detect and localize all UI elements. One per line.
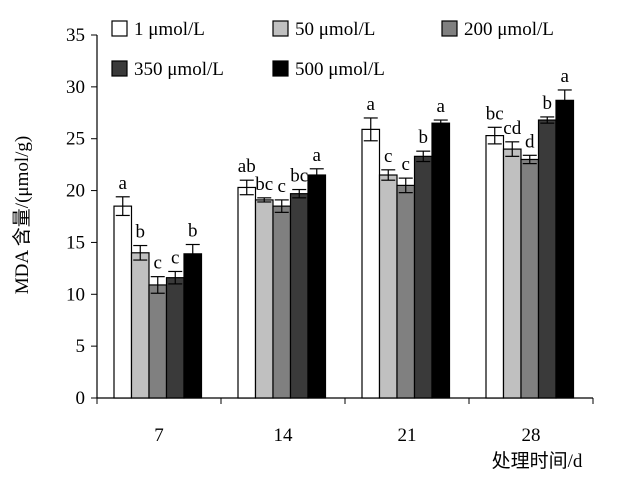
axes: 0 5 10 15 20 25 30 35 7 14 21 28: [66, 25, 594, 446]
y-tick-label: 20: [66, 181, 85, 202]
significance-label: d: [525, 131, 535, 152]
y-tick-label: 5: [76, 336, 86, 357]
legend-swatch: [272, 60, 289, 77]
significance-label: c: [402, 154, 410, 175]
y-tick-label: 30: [66, 77, 85, 98]
bar: [431, 122, 451, 399]
bar: [237, 186, 257, 399]
x-tick-label: 7: [154, 425, 164, 446]
significance-label: a: [119, 173, 128, 194]
bar: [272, 205, 292, 399]
legend-swatch: [272, 20, 289, 37]
significance-label: a: [561, 66, 570, 87]
significance-label: b: [543, 93, 553, 114]
legend: 1 μmol/L 50 μmol/L 200 μmol/L 350 μmol/L 500…: [111, 19, 554, 80]
significance-label: c: [278, 176, 286, 197]
x-tick-label: 28: [522, 425, 541, 446]
bar: [165, 277, 185, 399]
legend-label: 50 μmol/L: [295, 19, 375, 40]
legend-label: 350 μmol/L: [134, 59, 224, 80]
x-tick-label: 21: [398, 425, 417, 446]
bar: [113, 205, 133, 399]
y-tick-label: 35: [66, 25, 85, 46]
bar: [361, 128, 381, 399]
legend-swatch: [441, 20, 458, 37]
y-tick-label: 0: [76, 388, 86, 409]
legend-swatch: [111, 60, 128, 77]
bar: [183, 253, 203, 399]
significance-label: c: [171, 247, 179, 268]
significance-label: a: [313, 145, 322, 166]
significance-label: bc: [486, 103, 504, 124]
bar: [396, 184, 416, 399]
bar: [485, 135, 505, 399]
y-tick-label: 15: [66, 232, 85, 253]
legend-swatch: [111, 20, 128, 37]
significance-label: bc: [255, 174, 273, 195]
y-axis-title: MDA 含量/(μmol/g): [11, 136, 33, 295]
bar: [520, 158, 540, 399]
significance-label: b: [136, 222, 146, 243]
x-tick-label: 14: [274, 425, 294, 446]
y-tick-label: 25: [66, 129, 85, 150]
legend-label: 500 μmol/L: [295, 59, 385, 80]
legend-label: 1 μmol/L: [134, 19, 205, 40]
bar: [413, 155, 433, 399]
bar: [289, 193, 309, 399]
significance-label: a: [367, 94, 376, 115]
significance-label: b: [188, 221, 198, 242]
bar: [148, 284, 168, 399]
bar: [378, 174, 398, 399]
significance-label: ab: [238, 156, 256, 177]
bar: [555, 99, 575, 399]
y-tick-label: 10: [66, 284, 85, 305]
bar: [307, 174, 327, 399]
legend-label: 200 μmol/L: [464, 19, 554, 40]
significance-label: a: [437, 96, 446, 117]
significance-label: c: [384, 146, 392, 167]
bar: [254, 199, 274, 399]
bar: [502, 148, 522, 399]
bar: [130, 252, 150, 399]
significance-label: b: [419, 127, 429, 148]
bar: [537, 119, 557, 399]
significance-label: bc: [290, 166, 308, 187]
significance-label: c: [154, 253, 162, 274]
significance-label: cd: [503, 118, 521, 139]
x-axis-title: 处理时间/d: [492, 450, 583, 472]
